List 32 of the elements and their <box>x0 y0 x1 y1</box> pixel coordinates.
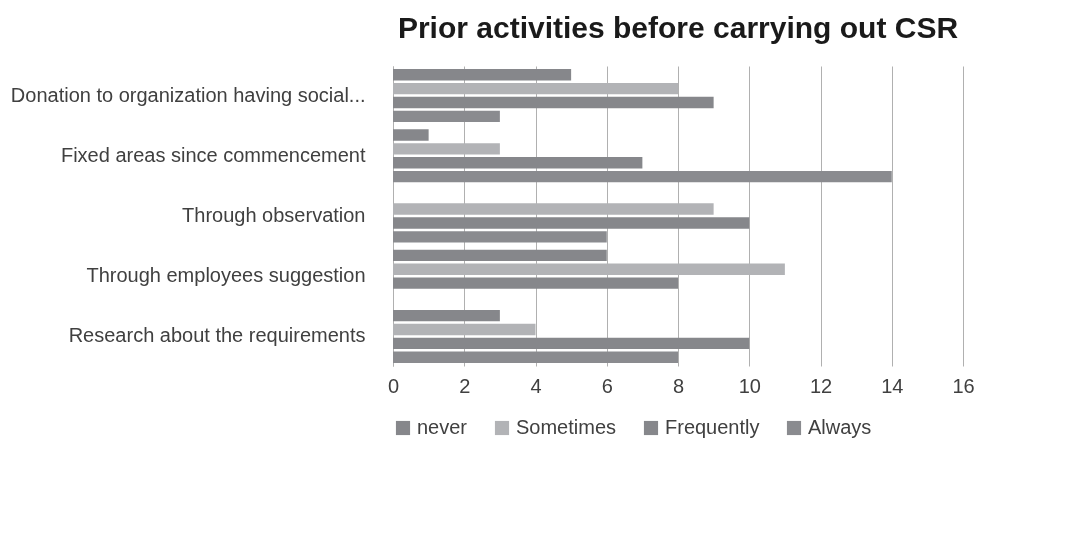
bar <box>393 96 714 109</box>
y-tick-label: Through employees suggestion <box>86 264 366 287</box>
y-tick-label: Research about the requirements <box>68 324 366 347</box>
x-tick-label: 2 <box>459 374 471 397</box>
bar <box>393 277 678 289</box>
bar <box>393 231 607 243</box>
x-tick-label: 10 <box>738 374 761 397</box>
legend-label: Always <box>808 416 872 438</box>
x-tick-label: 4 <box>530 374 542 397</box>
x-tick-label: 8 <box>672 374 685 397</box>
bar <box>393 337 750 350</box>
y-tick-label: Through observation <box>182 204 366 226</box>
y-tick-label: Donation to organization having social... <box>10 83 366 106</box>
bar <box>393 170 892 183</box>
legend-label: never <box>417 416 468 438</box>
x-tick-label: 0 <box>387 374 400 397</box>
bar <box>393 351 678 363</box>
x-tick-label: 6 <box>601 374 613 397</box>
x-tick-label: 14 <box>881 374 904 397</box>
x-tick-label: 12 <box>809 374 833 397</box>
legend-label: Frequently <box>665 416 760 438</box>
x-tick-label: 16 <box>952 374 975 397</box>
bar <box>393 157 643 169</box>
bar <box>393 309 500 322</box>
bar <box>393 69 572 81</box>
bar <box>393 249 607 262</box>
legend-label: Sometimes <box>516 416 617 438</box>
bar <box>393 110 500 123</box>
bar <box>393 217 750 229</box>
bar <box>393 129 429 141</box>
chart-title: Prior activities before carrying out CSR <box>397 11 959 44</box>
y-tick-label: Fixed areas since commencement <box>60 143 366 166</box>
